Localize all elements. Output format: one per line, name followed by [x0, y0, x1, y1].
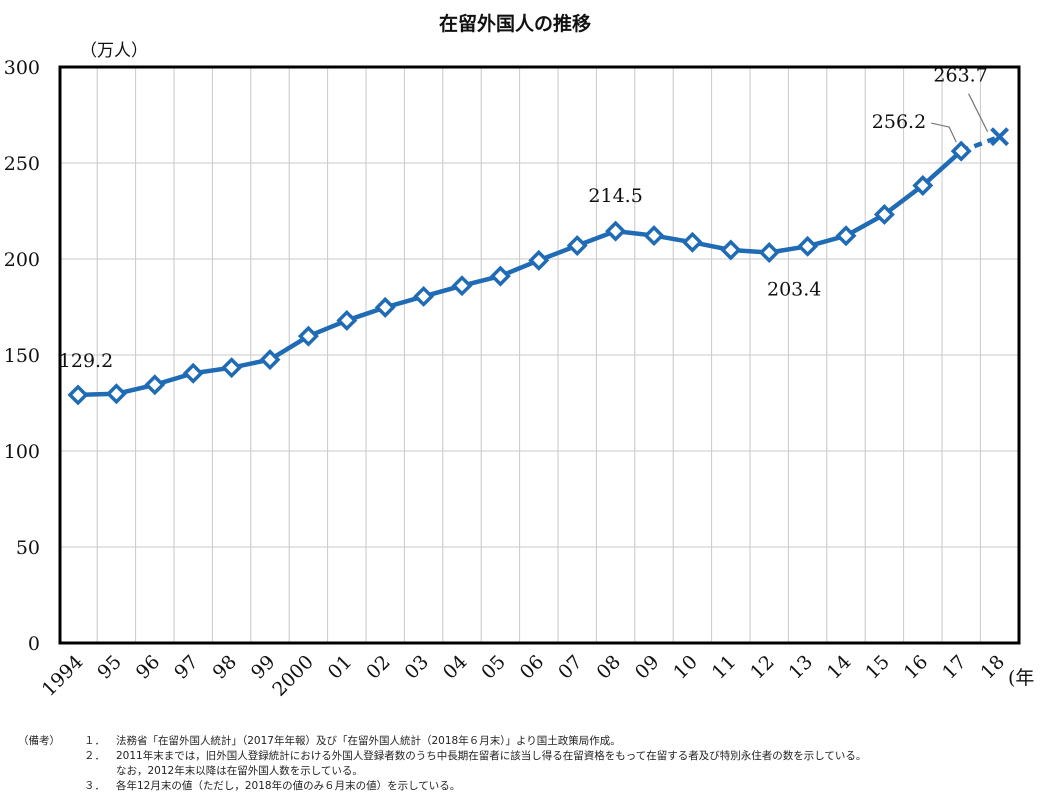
note-3: ３． 各年12月末の値（ただし，2018年の値のみ６月末の値）を示している。 — [18, 779, 1033, 794]
plot-frame — [58, 65, 1021, 645]
note-text: 2011年末までは，旧外国人登録統計における外国人登録者数のうち中長期在留者に該… — [116, 750, 867, 762]
note-number: １． — [84, 735, 105, 747]
data-point-diamond — [605, 220, 627, 242]
data-labels: 129.2 214.5 203.4 256.2 263.7 — [59, 65, 989, 372]
data-point-diamond — [451, 275, 473, 297]
note-number: ３． — [84, 780, 105, 792]
x-tick-label: 18 — [976, 651, 1009, 684]
x-tick-label: 07 — [554, 651, 587, 684]
note-2: ２． 2011年末までは，旧外国人登録統計における外国人登録者数のうち中長期在留者… — [18, 749, 1033, 764]
x-tick-label: 11 — [708, 651, 741, 684]
data-point-diamond — [912, 174, 934, 196]
data-point-diamond — [873, 203, 895, 225]
y-tick-label: 250 — [4, 153, 40, 175]
data-point-diamond — [374, 296, 396, 318]
note-text: 各年12月末の値（ただし，2018年の値のみ６月末の値）を示している。 — [116, 780, 461, 792]
x-tick-label: 17 — [938, 651, 971, 684]
x-tick-label: 14 — [823, 651, 856, 684]
x-tick-label: 97 — [170, 651, 203, 684]
x-tick-label: 04 — [439, 651, 472, 684]
x-tick-label: 03 — [400, 651, 433, 684]
x-tick-label: 98 — [208, 651, 241, 684]
x-tick-label: 16 — [900, 651, 933, 684]
data-label: 263.7 — [933, 65, 987, 87]
data-point-diamond — [182, 362, 204, 384]
data-point-diamond — [489, 265, 511, 287]
data-point-diamond — [528, 249, 550, 271]
data-label: 214.5 — [588, 185, 642, 207]
x-tick-label: 12 — [746, 651, 779, 684]
data-point-diamond — [259, 349, 281, 371]
x-tick-label: 06 — [516, 651, 549, 684]
note-text: なお，2012年末以降は在留外国人数を示している。 — [116, 765, 363, 777]
series-markers — [67, 127, 1010, 406]
x-tick-label: 05 — [477, 651, 510, 684]
data-point-diamond — [950, 140, 972, 162]
data-point-diamond — [297, 325, 319, 347]
note-2-continued: なお，2012年末以降は在留外国人数を示している。 — [18, 764, 1033, 779]
data-point-diamond — [221, 357, 243, 379]
data-point-diamond — [67, 384, 89, 406]
note-number: ２． — [84, 750, 105, 762]
chart-title: 在留外国人の推移 — [439, 12, 591, 35]
data-label: 256.2 — [872, 111, 926, 133]
data-point-diamond — [105, 383, 127, 405]
data-point-diamond — [720, 239, 742, 261]
data-point-diamond — [797, 235, 819, 257]
notes-tag: （備考） — [18, 735, 60, 747]
x-tick-label: 2000 — [268, 651, 318, 701]
x-tick-label: 10 — [669, 651, 702, 684]
y-tick-label: 300 — [4, 57, 40, 79]
data-label: 203.4 — [767, 278, 821, 300]
x-tick-label: 01 — [324, 651, 357, 684]
data-point-diamond — [336, 309, 358, 331]
note-text: 法務省「在留外国人統計」（2017年年報）及び「在留外国人統計（2018年６月末… — [116, 735, 621, 747]
x-axis-unit: (年 — [1008, 667, 1034, 689]
y-tick-label: 50 — [16, 537, 40, 559]
y-axis-ticks: 0 50 100 150 200 250 300 — [4, 57, 40, 655]
y-tick-label: 150 — [4, 345, 40, 367]
label-leader-line — [968, 93, 989, 132]
data-point-diamond — [643, 225, 665, 247]
data-point-diamond — [413, 285, 435, 307]
data-point-diamond — [566, 235, 588, 257]
x-tick-label: 95 — [93, 651, 126, 684]
note-1: （備考） １． 法務省「在留外国人統計」（2017年年報）及び「在留外国人統計（20… — [18, 734, 1033, 749]
x-tick-label: 02 — [362, 651, 395, 684]
y-tick-label: 100 — [4, 441, 40, 463]
data-point-diamond — [144, 374, 166, 396]
x-tick-label: 1994 — [38, 651, 88, 701]
x-tick-label: 08 — [592, 651, 625, 684]
data-point-cross — [990, 127, 1010, 147]
x-tick-label: 96 — [132, 651, 165, 684]
x-tick-label: 13 — [784, 651, 817, 684]
x-tick-label: 09 — [631, 651, 664, 684]
data-point-diamond — [835, 225, 857, 247]
grid-lines — [60, 67, 1019, 643]
cross-stroke — [990, 127, 1010, 147]
x-tick-label: 15 — [861, 651, 894, 684]
label-leader-line — [931, 122, 957, 143]
notes-section: （備考） １． 法務省「在留外国人統計」（2017年年報）及び「在留外国人統計（20… — [18, 734, 1033, 794]
data-point-diamond — [681, 231, 703, 253]
y-axis-unit: （万人） — [80, 41, 148, 61]
y-tick-label: 0 — [28, 633, 40, 655]
data-point-diamond — [758, 241, 780, 263]
data-label: 129.2 — [59, 350, 113, 372]
y-tick-label: 200 — [4, 249, 40, 271]
